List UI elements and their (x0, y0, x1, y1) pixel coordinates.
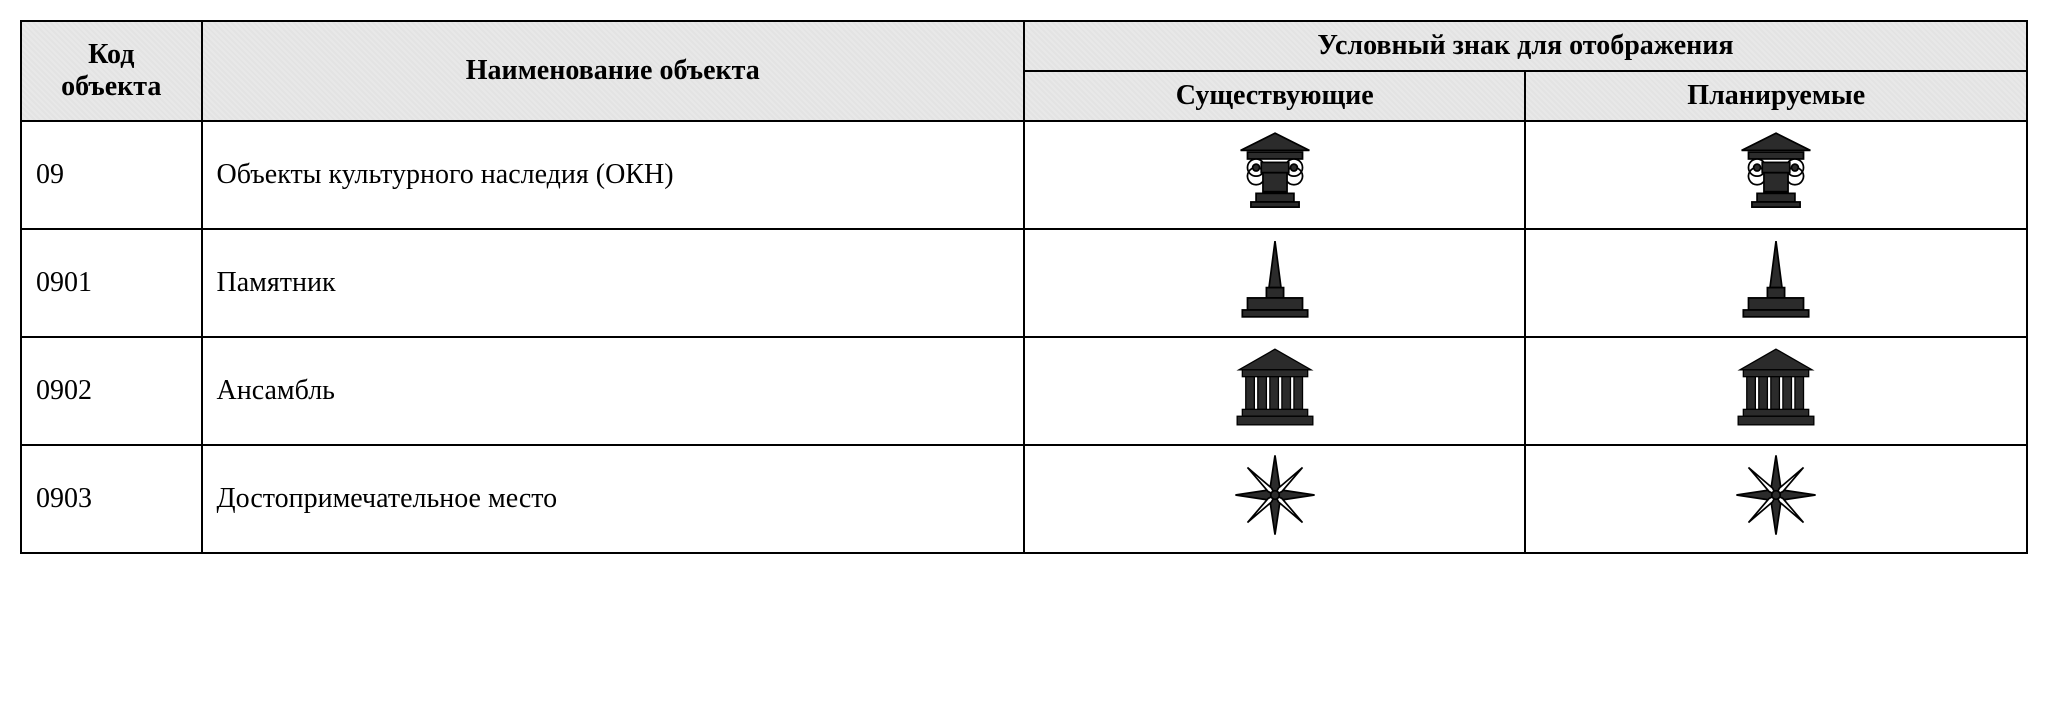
header-planned: Планируемые (1525, 71, 2027, 121)
star-landmark-icon (1733, 452, 1819, 538)
header-name: Наименование объекта (202, 21, 1024, 121)
cell-symbol-planned (1525, 337, 2027, 445)
heritage-objects-table: Код объекта Наименование объекта Условны… (20, 20, 2028, 554)
cell-symbol-planned (1525, 229, 2027, 337)
table-row: 0903Достопримечательное место (21, 445, 2027, 553)
star-landmark-icon (1232, 452, 1318, 538)
cell-name: Ансамбль (202, 337, 1024, 445)
cell-code: 0902 (21, 337, 202, 445)
header-symbol-group: Условный знак для отображения (1024, 21, 2027, 71)
cell-name: Памятник (202, 229, 1024, 337)
table-body: 09Объекты культурного наследия (ОКН)0901… (21, 121, 2027, 553)
cell-symbol-planned (1525, 445, 2027, 553)
table-row: 09Объекты культурного наследия (ОКН) (21, 121, 2027, 229)
cell-code: 0903 (21, 445, 202, 553)
cell-code: 09 (21, 121, 202, 229)
heritage-column-icon (1733, 128, 1819, 214)
cell-name: Достопримечательное место (202, 445, 1024, 553)
monument-obelisk-icon (1232, 236, 1318, 322)
cell-symbol-existing (1024, 445, 1526, 553)
table-row: 0901Памятник (21, 229, 2027, 337)
temple-building-icon (1733, 344, 1819, 430)
cell-symbol-existing (1024, 337, 1526, 445)
monument-obelisk-icon (1733, 236, 1819, 322)
cell-symbol-planned (1525, 121, 2027, 229)
cell-symbol-existing (1024, 229, 1526, 337)
cell-name: Объекты культурного наследия (ОКН) (202, 121, 1024, 229)
header-existing: Существующие (1024, 71, 1526, 121)
heritage-column-icon (1232, 128, 1318, 214)
header-code: Код объекта (21, 21, 202, 121)
cell-symbol-existing (1024, 121, 1526, 229)
temple-building-icon (1232, 344, 1318, 430)
table-row: 0902Ансамбль (21, 337, 2027, 445)
cell-code: 0901 (21, 229, 202, 337)
